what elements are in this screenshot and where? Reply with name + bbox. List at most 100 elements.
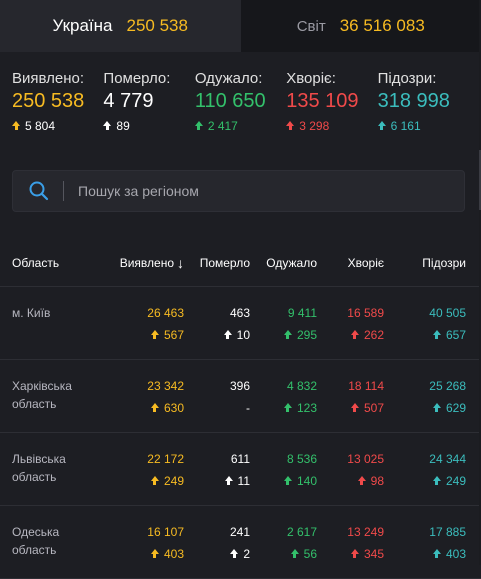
header-sick[interactable]: Хворіє — [317, 256, 384, 270]
arrow-up-icon — [351, 549, 359, 554]
deaths-delta-value: 10 — [237, 326, 250, 344]
suspected-value: 25 268 — [384, 377, 466, 395]
recovered-delta-value: 140 — [297, 472, 317, 490]
sick-delta-value: 262 — [364, 326, 384, 344]
search-box[interactable] — [12, 170, 465, 212]
header-confirmed-label: Виявлено — [120, 256, 174, 270]
arrow-up-icon — [151, 330, 159, 335]
arrow-up-icon — [284, 330, 292, 335]
search-icon — [29, 181, 49, 201]
search-input[interactable] — [76, 182, 464, 200]
suspected-delta: 403 — [384, 545, 466, 563]
header-region[interactable]: Область — [0, 256, 100, 270]
tab-ukraine-label: Україна — [53, 16, 113, 36]
recovered-value: 4 832 — [250, 377, 317, 395]
recovered-delta: 56 — [250, 545, 317, 563]
suspected-value: 24 344 — [384, 450, 466, 468]
stat-confirmed: Виявлено: 250 538 5 804 — [12, 70, 103, 150]
deaths-value: 463 — [184, 304, 250, 322]
recovered-delta: 140 — [250, 472, 317, 490]
confirmed-delta-value: 249 — [164, 472, 184, 490]
confirmed-delta: 249 — [100, 472, 184, 490]
recovered-delta-value: 295 — [297, 326, 317, 344]
suspected-value: 17 885 — [384, 523, 466, 541]
confirmed-delta-value: 630 — [164, 399, 184, 417]
stat-delta-value: 5 804 — [25, 119, 55, 133]
deaths-delta: 2 — [184, 545, 250, 563]
recovered-delta: 123 — [250, 399, 317, 417]
confirmed-value: 22 172 — [100, 450, 184, 468]
suspected-delta-value: 249 — [446, 472, 466, 490]
stat-value: 250 538 — [12, 90, 103, 113]
deaths-value: 241 — [184, 523, 250, 541]
confirmed-delta: 630 — [100, 399, 184, 417]
confirmed-delta: 567 — [100, 326, 184, 344]
stat-value: 4 779 — [103, 90, 194, 113]
stat-label: Виявлено: — [12, 70, 103, 87]
cell-recovered: 9 411 295 — [250, 287, 317, 359]
arrow-up-icon — [351, 330, 359, 335]
stat-delta-value: 3 298 — [299, 119, 329, 133]
arrow-up-icon — [225, 476, 233, 481]
tab-world[interactable]: Світ 36 516 083 — [241, 0, 481, 52]
suspected-delta-value: 657 — [446, 326, 466, 344]
stat-suspected: Підозри: 318 998 6 161 — [378, 70, 469, 150]
sick-value: 13 249 — [317, 523, 384, 541]
arrow-up-icon — [284, 403, 292, 408]
cell-sick: 13 249 345 — [317, 506, 384, 578]
recovered-value: 9 411 — [250, 304, 317, 322]
deaths-delta: - — [184, 399, 250, 417]
arrow-up-icon — [151, 403, 159, 408]
stat-delta: 6 161 — [378, 119, 469, 133]
header-recovered[interactable]: Одужало — [250, 256, 317, 270]
stat-value: 318 998 — [378, 90, 469, 113]
confirmed-delta-value: 567 — [164, 326, 184, 344]
stat-delta: 5 804 — [12, 119, 103, 133]
tab-world-label: Світ — [297, 18, 326, 35]
stat-label: Підозри: — [378, 70, 469, 87]
header-deaths[interactable]: Померло — [184, 256, 250, 270]
arrow-up-icon — [230, 549, 238, 554]
suspected-delta: 657 — [384, 326, 466, 344]
deaths-delta-value: 2 — [243, 545, 250, 563]
recovered-delta-value: 56 — [304, 545, 317, 563]
sick-delta-value: 345 — [364, 545, 384, 563]
cell-confirmed: 22 172 249 — [100, 433, 184, 505]
sick-value: 18 114 — [317, 377, 384, 395]
sort-down-icon: ↓ — [177, 257, 184, 269]
tab-ukraine[interactable]: Україна 250 538 — [0, 0, 241, 52]
header-suspected[interactable]: Підозри — [384, 256, 466, 270]
stat-label: Померло: — [103, 70, 194, 87]
suspected-delta: 629 — [384, 399, 466, 417]
arrow-up-icon — [291, 549, 299, 554]
arrow-up-icon — [433, 476, 441, 481]
cell-suspected: 24 344 249 — [384, 433, 466, 505]
stat-delta: 2 417 — [195, 119, 286, 133]
stat-label: Хворіє: — [286, 70, 377, 87]
stat-delta: 89 — [103, 119, 194, 133]
sick-delta-value: 507 — [364, 399, 384, 417]
recovered-delta-value: 123 — [297, 399, 317, 417]
header-confirmed[interactable]: Виявлено↓ — [100, 256, 184, 270]
recovered-value: 2 617 — [250, 523, 317, 541]
arrow-up-icon — [433, 330, 441, 335]
search-divider — [63, 181, 64, 201]
arrow-up-icon — [151, 476, 159, 481]
region-name: Одеська область — [0, 506, 100, 578]
arrow-up-icon — [433, 549, 441, 554]
stat-delta-value: 89 — [116, 119, 129, 133]
arrow-up-icon — [12, 121, 20, 126]
stat-recovered: Одужало: 110 650 2 417 — [195, 70, 286, 150]
stat-delta-value: 6 161 — [391, 119, 421, 133]
